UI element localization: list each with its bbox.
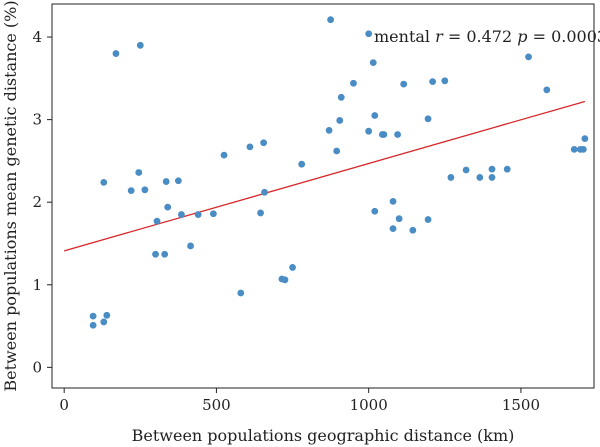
y-tick-label: 3 [32, 111, 42, 129]
data-point [380, 131, 388, 138]
data-point [543, 86, 551, 94]
data-point [371, 112, 379, 119]
data-point [327, 16, 335, 24]
data-point [462, 166, 470, 174]
data-point [100, 178, 108, 186]
data-point [298, 160, 306, 168]
data-point [325, 126, 333, 134]
x-tick-label: 1000 [350, 396, 388, 414]
data-point [152, 250, 159, 258]
data-point [289, 264, 296, 271]
annotation-prefix: mental [374, 27, 435, 46]
data-point [488, 174, 496, 181]
y-tick-label: 0 [32, 358, 42, 376]
data-point [350, 79, 357, 87]
data-point [174, 177, 182, 185]
trend-line [64, 100, 586, 252]
data-point [257, 209, 264, 217]
data-point [570, 145, 578, 153]
data-point [246, 143, 254, 151]
x-tick-label: 0 [59, 396, 69, 414]
data-point [409, 226, 417, 234]
data-point [441, 77, 449, 85]
data-point [260, 139, 268, 147]
data-point [136, 41, 144, 49]
axis-ticks: 0 500 1000 1500 0 1 2 3 4 [32, 28, 540, 414]
data-point [579, 145, 587, 153]
data-point [178, 211, 185, 218]
data-point [365, 127, 373, 135]
data-point [112, 50, 120, 57]
data-point [89, 321, 97, 329]
data-point [161, 250, 169, 258]
data-point [429, 78, 437, 86]
data-point [395, 215, 403, 223]
data-point [369, 59, 377, 67]
data-point [127, 187, 135, 195]
annotation-p-symbol: p [517, 27, 527, 46]
annotation-r-value: = 0.472 [443, 27, 517, 46]
data-point [164, 203, 172, 211]
data-point [220, 151, 228, 159]
data-point [333, 147, 341, 155]
data-point [281, 276, 289, 284]
data-point [389, 225, 397, 233]
data-point [187, 242, 194, 250]
data-point [337, 93, 345, 101]
data-point [476, 174, 484, 181]
data-point [525, 53, 532, 61]
data-point [103, 311, 111, 319]
data-point [581, 135, 589, 143]
data-point [261, 188, 268, 196]
data-point [503, 165, 511, 173]
data-point [394, 131, 402, 138]
data-point [194, 211, 202, 218]
data-point [400, 80, 408, 88]
y-tick-label: 4 [32, 28, 42, 46]
data-point [153, 217, 161, 225]
y-tick-label: 2 [32, 193, 42, 211]
annotation-text: mental r = 0.472 p = 0.0003 [374, 27, 600, 46]
data-point [89, 312, 97, 320]
annotation-r-symbol: r [435, 27, 444, 46]
data-point [365, 30, 373, 38]
data-point [424, 115, 432, 123]
annotation-p-value: = 0.0003 [528, 27, 600, 46]
data-point [162, 178, 170, 185]
data-point [209, 210, 217, 218]
data-point [237, 289, 245, 297]
data-point [141, 186, 149, 194]
data-points [89, 16, 589, 329]
y-axis-title: Between populations mean genetic distanc… [1, 0, 20, 391]
y-tick-label: 1 [32, 276, 42, 294]
x-axis-title: Between populations geographic distance … [132, 426, 515, 445]
data-point [488, 165, 496, 173]
data-point [447, 174, 455, 181]
data-point [371, 207, 379, 215]
plot-area [51, 3, 595, 389]
data-point [424, 216, 432, 223]
data-point [100, 318, 108, 326]
data-point [389, 197, 397, 205]
x-tick-label: 500 [202, 396, 231, 414]
data-point [135, 169, 143, 176]
data-point [336, 117, 344, 124]
x-tick-label: 1500 [502, 396, 540, 414]
